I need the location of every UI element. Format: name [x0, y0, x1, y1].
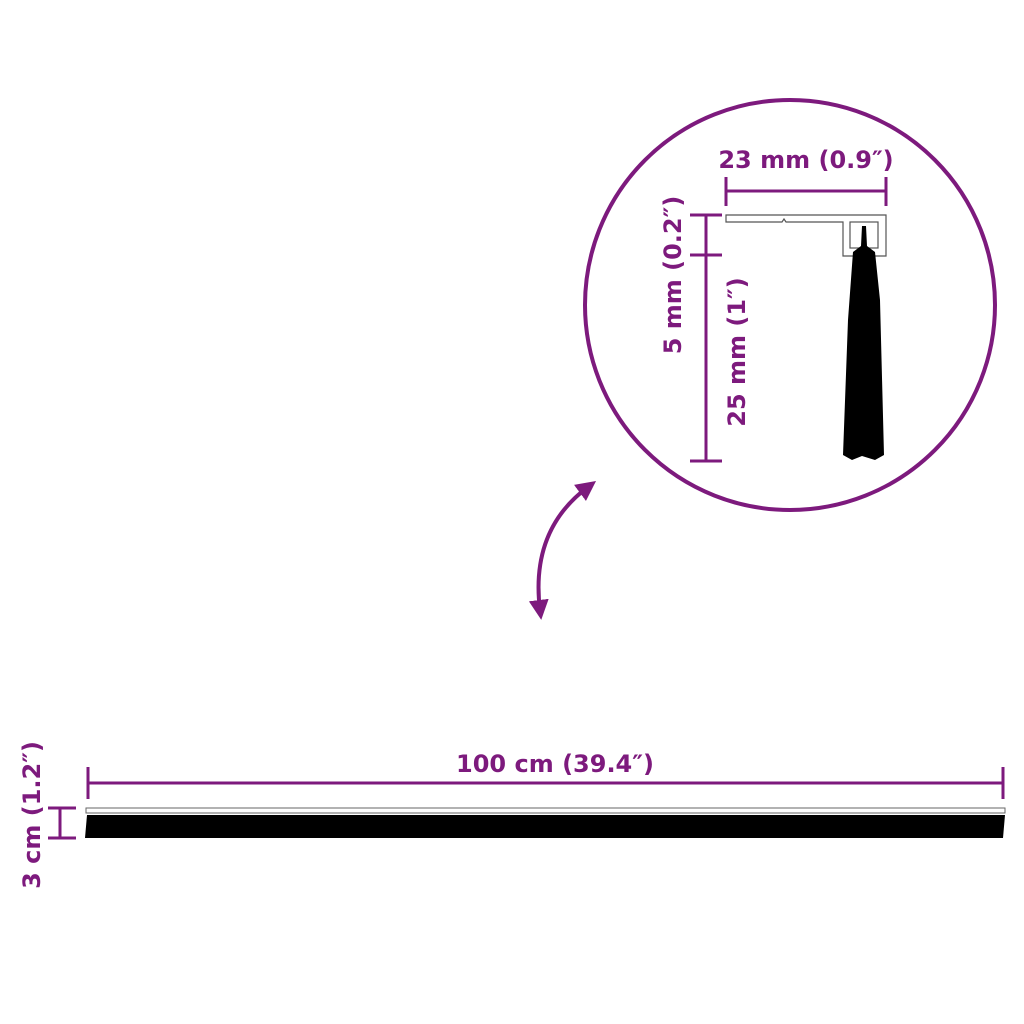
- profile-cross-section: [725, 214, 887, 257]
- strip-brush: [85, 815, 1005, 838]
- width-dimension-line: [724, 177, 888, 206]
- length-label: 100 cm (39.4″): [456, 750, 654, 778]
- length-dimension-line: [86, 767, 1005, 799]
- strip-profile: [85, 807, 1006, 814]
- strip-height-label: 3 cm (1.2″): [18, 741, 46, 889]
- width-label: 23 mm (0.9″): [718, 146, 893, 174]
- detail-circle: [583, 98, 997, 512]
- curved-double-arrow-icon: [528, 481, 597, 620]
- brush-cross-section: [843, 226, 884, 460]
- brush-height-label: 25 mm (1″): [723, 277, 751, 426]
- strip-height-dimension-line: [48, 806, 76, 840]
- profile-height-label: 5 mm (0.2″): [659, 196, 687, 355]
- height-dimension-line: [690, 213, 722, 463]
